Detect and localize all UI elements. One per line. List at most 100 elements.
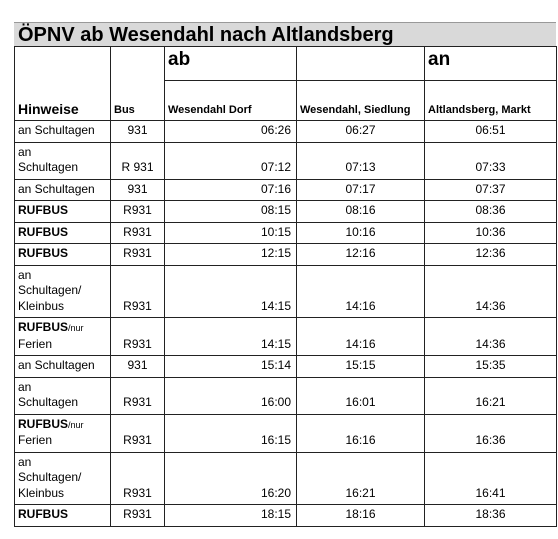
- row: RUFBUS R931 12:15 12:16 12:36: [14, 243, 557, 266]
- header-hint: Hinweise: [14, 46, 111, 121]
- hint-bold: RUFBUS: [18, 203, 68, 217]
- header-col: Wesendahl, Siedlung: [296, 80, 425, 121]
- bus: R931: [110, 451, 165, 505]
- row: an Schultagen R 931 07:12 07:13 07:33: [14, 141, 557, 180]
- hint-cell: RUFBUS: [14, 221, 111, 244]
- time: 07:13: [296, 141, 425, 180]
- hint-line: RUFBUS: [18, 203, 107, 219]
- timetable: Hinweise Bus ab an Wesendahl Dorf Wesend…: [14, 46, 557, 527]
- time: 18:16: [296, 504, 425, 527]
- time: 06:51: [424, 120, 557, 143]
- time: 14:15: [164, 317, 297, 356]
- time: 07:37: [424, 178, 557, 201]
- header-an: an: [424, 46, 557, 81]
- time: 06:26: [164, 120, 297, 143]
- bus: 931: [110, 120, 165, 143]
- row: RUFBUS R931 08:15 08:16 08:36: [14, 200, 557, 223]
- bus: R931: [110, 264, 165, 318]
- header-col: Altlandsberg, Markt: [424, 80, 557, 121]
- time: 16:01: [296, 376, 425, 415]
- title: ÖPNV ab Wesendahl nach Altlandsberg: [14, 22, 556, 46]
- time: 08:36: [424, 200, 557, 223]
- row: an Schultagen/Kleinbus R931 14:15 14:16 14:36: [14, 264, 557, 318]
- bus: R931: [110, 243, 165, 266]
- hint-line: an Schultagen: [18, 123, 95, 137]
- hint-line: an: [18, 379, 32, 394]
- hint-cell: RUFBUS/nur Ferien: [14, 413, 111, 453]
- time: 16:20: [164, 451, 297, 505]
- row: an Schultagen 931 06:26 06:27 06:51: [14, 120, 557, 143]
- hint-line: Ferien: [18, 336, 53, 351]
- time: 16:36: [424, 413, 557, 453]
- time: 10:36: [424, 221, 557, 244]
- bus: 931: [110, 178, 165, 201]
- hint-bold: RUFBUS: [18, 224, 68, 239]
- header-col: Wesendahl Dorf: [164, 80, 297, 121]
- hint-line: RUFBUS: [18, 507, 107, 523]
- time: 12:36: [424, 243, 557, 266]
- row: an Schultagen 931 07:16 07:17 07:37: [14, 178, 557, 201]
- hint-line: Kleinbus: [18, 298, 65, 313]
- header-ab: ab: [164, 46, 297, 81]
- time: 16:15: [164, 413, 297, 453]
- time: 16:41: [424, 451, 557, 505]
- time: 12:15: [164, 243, 297, 266]
- hint-line: an: [18, 267, 32, 282]
- hint-line: an: [18, 454, 32, 469]
- row: RUFBUS R931 10:15 10:16 10:36: [14, 221, 557, 244]
- hint-cell: an Schultagen: [14, 355, 111, 378]
- row: RUFBUS/nur Ferien R931 16:15 16:16 16:36: [14, 413, 557, 453]
- bus: R931: [110, 317, 165, 356]
- header-bus: Bus: [110, 46, 165, 121]
- time: 14:36: [424, 317, 557, 356]
- hint-cell: RUFBUS: [14, 200, 111, 223]
- hint-line: an Schultagen: [18, 358, 95, 372]
- time: 16:21: [424, 376, 557, 415]
- hint-cell: RUFBUS/nur Ferien: [14, 317, 111, 356]
- time: 15:35: [424, 355, 557, 378]
- hint-line: RUFBUS: [18, 246, 107, 262]
- hint-line: Schultagen: [18, 160, 79, 174]
- bus: R931: [110, 221, 165, 244]
- time: 18:15: [164, 504, 297, 527]
- bus: 931: [110, 355, 165, 378]
- row: an Schultagen R931 16:00 16:01 16:21: [14, 376, 557, 415]
- hint-cell: an Schultagen: [14, 120, 111, 143]
- time: 07:12: [164, 141, 297, 180]
- bus: R 931: [110, 141, 165, 180]
- time: 15:14: [164, 355, 297, 378]
- time: 16:00: [164, 376, 297, 415]
- hint-cell: an Schultagen/Kleinbus: [14, 451, 111, 505]
- hint-line: RUFBUS/nur: [18, 417, 107, 434]
- time: 08:16: [296, 200, 425, 223]
- hint-cell: an Schultagen: [14, 178, 111, 201]
- time: 16:16: [296, 413, 425, 453]
- time: 10:16: [296, 221, 425, 244]
- time: 07:16: [164, 178, 297, 201]
- hint-line: RUFBUS: [18, 225, 107, 241]
- hint-small: /nur: [68, 323, 84, 333]
- hint-cell: RUFBUS: [14, 243, 111, 266]
- hint-line: Schultagen: [18, 395, 79, 409]
- hint-line: an Schultagen: [18, 181, 95, 196]
- hint-cell: an Schultagen: [14, 141, 111, 180]
- bus: R931: [110, 504, 165, 527]
- time: 16:21: [296, 451, 425, 505]
- time: 14:36: [424, 264, 557, 318]
- time: 18:36: [424, 504, 557, 527]
- bus: R931: [110, 200, 165, 223]
- row: RUFBUS R931 18:15 18:16 18:36: [14, 504, 557, 527]
- hint-bold: RUFBUS: [18, 507, 68, 521]
- hint-line: Schultagen/: [18, 283, 82, 297]
- hint-line: Kleinbus: [18, 485, 65, 500]
- hint-line: Ferien: [18, 433, 53, 447]
- row: an Schultagen 931 15:14 15:15 15:35: [14, 355, 557, 378]
- hint-cell: an Schultagen/Kleinbus: [14, 264, 111, 318]
- hint-cell: RUFBUS: [14, 504, 111, 527]
- time: 14:16: [296, 317, 425, 356]
- time: 08:15: [164, 200, 297, 223]
- row: an Schultagen/Kleinbus R931 16:20 16:21 16:41: [14, 451, 557, 505]
- hint-small: /nur: [68, 419, 84, 430]
- row: RUFBUS/nur Ferien R931 14:15 14:16 14:36: [14, 317, 557, 356]
